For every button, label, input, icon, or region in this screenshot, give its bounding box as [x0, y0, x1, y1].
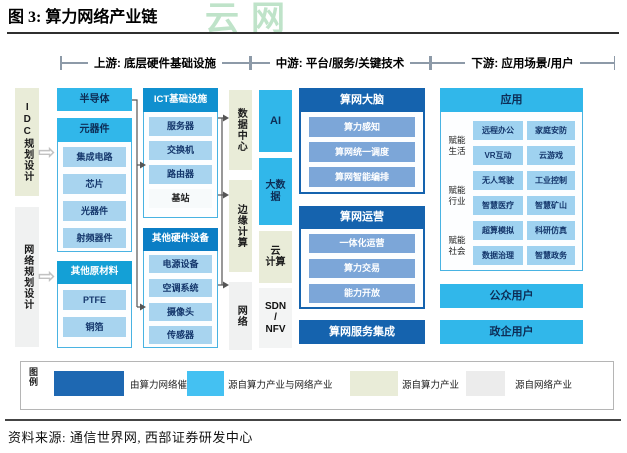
app-item: 家庭安防 [527, 121, 575, 140]
header-tick [60, 56, 62, 70]
title-divider [7, 32, 619, 34]
network-planning-strip: 网络规划设计 [15, 207, 39, 347]
raw-material-item: 铜箔 [63, 317, 126, 337]
bridge-datacenter-strip: 数据中心 [229, 90, 252, 170]
legend-label: 源自算力产业 [402, 379, 460, 391]
other-hardware-item: 空调系统 [149, 279, 212, 297]
other-hardware-item: 电源设备 [149, 255, 212, 273]
legend-swatch [466, 371, 505, 396]
upstream-header-text: 上游: 底层硬件基础设施 [93, 58, 217, 70]
component-item: 集成电路 [63, 147, 126, 167]
application-header: 应用 [440, 88, 583, 112]
legend-label: 源自网络产业 [515, 379, 573, 391]
header-tick [250, 56, 252, 70]
header-line [251, 62, 270, 64]
ict-item: 服务器 [149, 117, 212, 136]
bridge-edge-computing-strip: 边缘计算 [229, 180, 252, 272]
ict-header: ICT基础设施 [143, 88, 218, 112]
header-line [61, 62, 88, 64]
component-item: 芯片 [63, 174, 126, 194]
operation-item: 能力开放 [309, 284, 415, 303]
midstream-header-text: 中游: 平台/服务/关键技术 [275, 58, 405, 70]
header-line [431, 62, 466, 64]
header-tick [613, 56, 615, 70]
app-item: 智慧医疗 [473, 196, 523, 215]
component-item: 光器件 [63, 201, 126, 221]
section-header-midstream: 中游: 平台/服务/关键技术 [250, 51, 431, 75]
group-label-life: 赋能 生活 [448, 135, 466, 156]
brain-item: 算网智能编排 [309, 167, 415, 187]
components-header: 元器件 [57, 118, 132, 142]
header-line [222, 62, 249, 64]
component-item: 射频器件 [63, 228, 126, 248]
downstream-header-text: 下游: 应用场景/用户 [471, 58, 574, 70]
group-label-society: 赋能 社会 [448, 235, 466, 256]
tech-bigdata-box: 大数 据 [259, 158, 292, 225]
section-header-downstream: 下游: 应用场景/用户 [430, 51, 615, 75]
other-hardware-item: 摄像头 [149, 303, 212, 321]
app-item: VR互动 [473, 146, 523, 165]
other-hardware-item: 传感器 [149, 326, 212, 344]
legend-title: 图例 [28, 367, 38, 387]
legend-swatch [350, 371, 398, 396]
flow-arrow-icon: ⇨ [38, 141, 56, 164]
watermark: 云网 [205, 0, 297, 38]
integration-bar: 算网服务集成 [299, 320, 425, 344]
header-tick [248, 56, 250, 70]
app-item: 智慧政务 [527, 246, 575, 265]
tech-sdn-nfv-box: SDN / NFV [259, 288, 292, 348]
semiconductor-box: 半导体 [57, 88, 132, 111]
app-item: 远程办公 [473, 121, 523, 140]
header-line [579, 62, 614, 64]
section-header-upstream: 上游: 底层硬件基础设施 [60, 51, 250, 75]
gov-users-bar: 政企用户 [440, 320, 583, 344]
app-item: 云游戏 [527, 146, 575, 165]
header-tick [430, 56, 432, 70]
source-note: 资料来源: 通信世界网, 西部证券研发中心 [8, 430, 253, 445]
bridge-network-strip: 网络 [229, 282, 252, 350]
idc-planning-strip: IDC规划设计 [15, 88, 39, 196]
legend-swatch [187, 371, 224, 396]
app-item: 智慧矿山 [527, 196, 575, 215]
flow-arrow-icon: ⇨ [38, 265, 56, 288]
header-tick [428, 56, 431, 70]
tech-ai-box: AI [259, 90, 292, 152]
group-label-industry: 赋能 行业 [448, 185, 466, 206]
figure-title: 图 3: 算力网络产业链 [8, 9, 158, 26]
app-item: 科研仿真 [527, 221, 575, 240]
operation-item: 一体化运营 [309, 234, 415, 253]
header-line [410, 62, 429, 64]
app-item: 超算模拟 [473, 221, 523, 240]
raw-materials-header: 其他原材料 [57, 261, 132, 284]
legend-label: 由算力网络催生 [130, 379, 197, 391]
ict-item: 路由器 [149, 165, 212, 184]
ict-item: 基站 [149, 189, 212, 208]
operation-item: 算力交易 [309, 259, 415, 278]
legend-swatch [54, 371, 124, 396]
brain-header: 算网大脑 [299, 88, 425, 112]
raw-material-item: PTFE [63, 290, 126, 310]
app-item: 工业控制 [527, 171, 575, 190]
ict-item: 交换机 [149, 141, 212, 160]
app-item: 数据治理 [473, 246, 523, 265]
brain-item: 算网统一调度 [309, 142, 415, 162]
app-item: 无人驾驶 [473, 171, 523, 190]
brain-item: 算力感知 [309, 117, 415, 137]
other-hardware-header: 其他硬件设备 [143, 228, 218, 251]
operation-header: 算网运营 [299, 206, 425, 229]
footer-divider [5, 419, 621, 421]
public-users-bar: 公众用户 [440, 284, 583, 308]
tech-cloud-box: 云 计算 [259, 231, 292, 283]
legend-label: 源自算力产业与网络产业 [228, 379, 333, 391]
